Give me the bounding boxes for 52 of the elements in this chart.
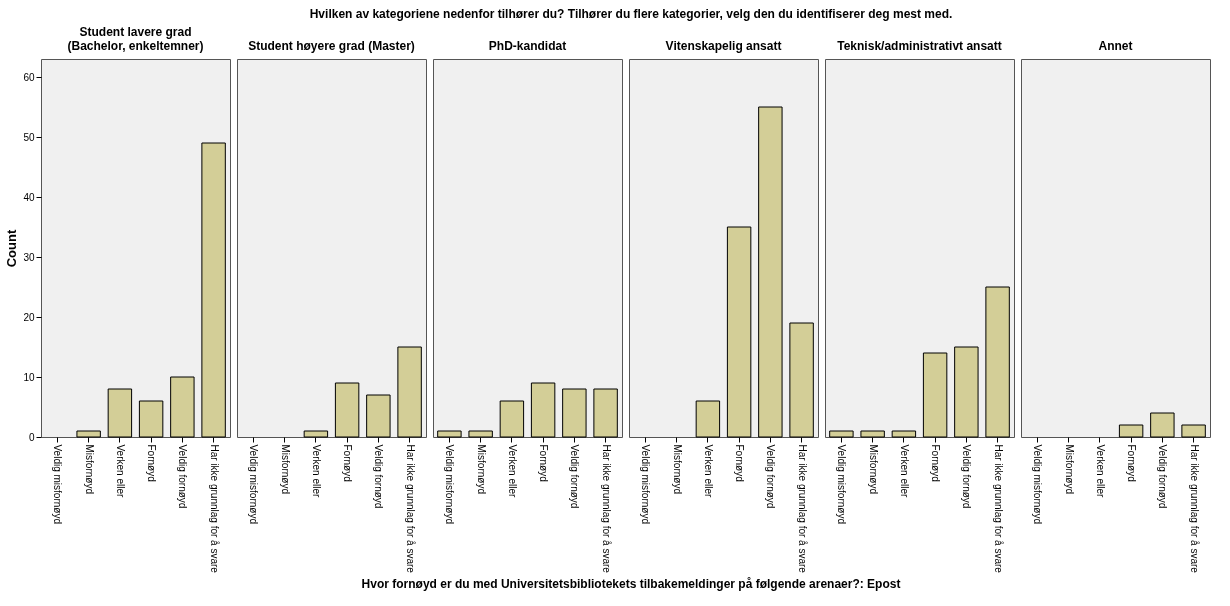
- chart-title: Annet: [1098, 39, 1133, 53]
- x-tick-label: Misfornøyd: [867, 444, 879, 494]
- y-tick-label: 50: [23, 131, 35, 143]
- x-tick-label: Fornøyd: [734, 444, 746, 482]
- x-tick-label: Misfornøyd: [1063, 444, 1075, 494]
- x-tick-label: Fornøyd: [930, 444, 942, 482]
- y-tick-label: 60: [23, 71, 35, 83]
- x-tick-label: Veldig misfornøyd: [836, 444, 848, 524]
- y-tick-label: 10: [23, 371, 35, 383]
- x-tick-label: Veldig fornøyd: [765, 444, 777, 509]
- chart-title: PhD-kandidat: [488, 39, 567, 53]
- x-tick-label: Verken eller: [506, 444, 518, 498]
- x-tick-label: Veldig misfornøyd: [1032, 444, 1044, 524]
- y-tick-label: 30: [23, 251, 35, 263]
- x-tick-label: Fornøyd: [342, 444, 354, 482]
- x-tick-label: Har ikke grunnlag for å svare: [208, 444, 220, 574]
- x-tick-label: Veldig misfornøyd: [444, 444, 456, 524]
- x-tick-label: Veldig fornøyd: [569, 444, 581, 509]
- x-tick-label: Veldig misfornøyd: [640, 444, 652, 524]
- x-tick-label: Verken eller: [702, 444, 714, 498]
- chart-title: Vitenskapelig ansatt: [665, 39, 782, 53]
- x-tick-label: Veldig misfornøyd: [52, 444, 64, 524]
- y-axis-title: Count: [4, 229, 20, 268]
- x-tick-label: Verken eller: [310, 444, 322, 498]
- chart-title: Student lavere grad (Bachelor, enkeltemner): [67, 25, 204, 53]
- x-tick-label: Misfornøyd: [83, 444, 95, 494]
- x-tick-label: Misfornøyd: [279, 444, 291, 494]
- x-tick-label: Veldig fornøyd: [961, 444, 973, 509]
- x-tick-label: Misfornøyd: [671, 444, 683, 494]
- x-tick-label: Veldig fornøyd: [177, 444, 189, 509]
- x-tick-label: Misfornøyd: [475, 444, 487, 494]
- x-tick-label: Verken eller: [1094, 444, 1106, 498]
- text: Hvor fornøyd er du med Universitetsbibliotekets tilbakemeldinger på følgende arenaer?: Epost: [361, 577, 901, 591]
- y-tick-label: 40: [23, 191, 35, 203]
- chart-title: Student høyere grad (Master): [248, 39, 415, 53]
- x-tick-label: Fornøyd: [1126, 444, 1138, 482]
- x-tick-label: Har ikke grunnlag for å svare: [992, 444, 1004, 574]
- x-tick-label: Veldig fornøyd: [373, 444, 385, 509]
- x-tick-label: Fornøyd: [146, 444, 158, 482]
- x-tick-label: Har ikke grunnlag for å svare: [600, 444, 612, 574]
- y-tick-label: 0: [28, 431, 35, 443]
- text: Hvilken av kategoriene nedenfor tilhører du? Tilhører du flere kategorier, velg den du identifiserer deg mest med.: [309, 7, 953, 21]
- chart-title: Teknisk/administrativt ansatt: [837, 39, 1002, 53]
- x-tick-label: Verken eller: [114, 444, 126, 498]
- x-tick-label: Har ikke grunnlag for å svare: [404, 444, 416, 574]
- x-tick-label: Veldig fornøyd: [1157, 444, 1169, 509]
- y-tick-label: 20: [23, 311, 35, 323]
- x-tick-label: Fornøyd: [538, 444, 550, 482]
- x-tick-label: Har ikke grunnlag for å svare: [796, 444, 808, 574]
- x-tick-label: Har ikke grunnlag for å svare: [1188, 444, 1200, 574]
- x-tick-label: Veldig misfornøyd: [248, 444, 260, 524]
- x-tick-label: Verken eller: [898, 444, 910, 498]
